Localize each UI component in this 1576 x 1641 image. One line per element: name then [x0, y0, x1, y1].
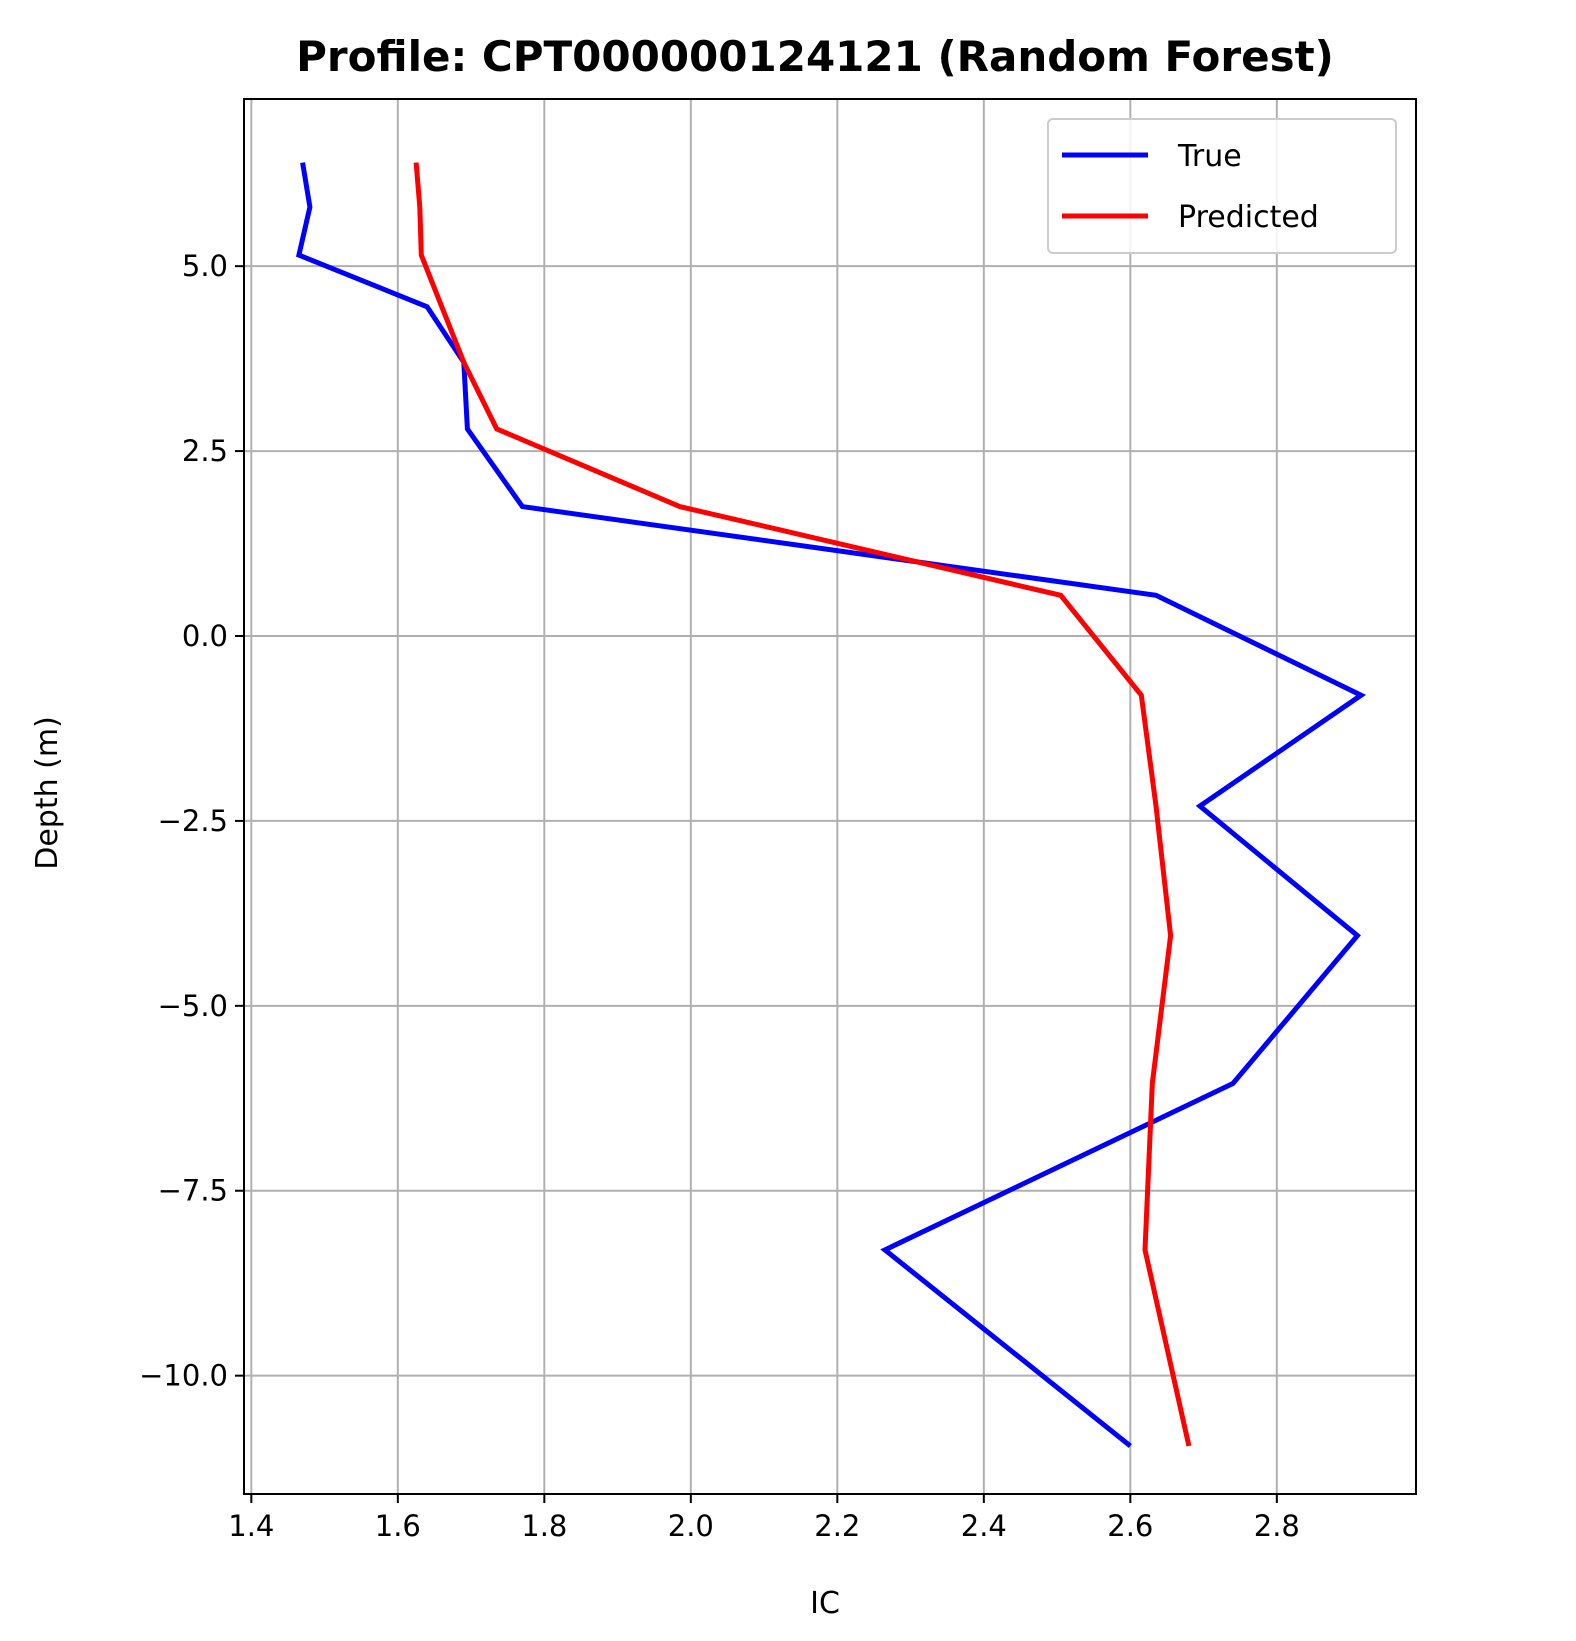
y-tick-label: −2.5	[158, 804, 228, 838]
plot-area: 1.4 1.6 1.8 2.0 2.2 2.4 2.6 2.8 5.0 2.5 0.0 −2.5 −5.…	[139, 98, 1417, 1543]
x-tick-label: 2.0	[668, 1509, 714, 1543]
axes-frame	[243, 98, 1417, 1495]
x-tick-label: 2.6	[1107, 1509, 1153, 1543]
x-tick-label: 1.4	[228, 1509, 274, 1543]
x-tick-label: 2.8	[1254, 1509, 1300, 1543]
series-line-predicted	[413, 162, 1192, 1447]
y-tick-label: −5.0	[158, 989, 228, 1023]
legend-label-true: True	[1177, 139, 1242, 174]
x-axis-label: IC	[810, 1586, 840, 1621]
x-tick-label: 1.8	[521, 1509, 567, 1543]
legend-label-predicted: Predicted	[1178, 200, 1319, 235]
y-tick-label: 0.0	[182, 619, 228, 653]
y-tick-label: −10.0	[139, 1359, 228, 1393]
y-axis-label: Depth (m)	[30, 716, 65, 870]
series-line-true	[295, 162, 1367, 1448]
x-tick-label: 1.6	[375, 1509, 421, 1543]
x-tick-label: 2.4	[961, 1509, 1007, 1543]
y-tick-label: 5.0	[182, 249, 228, 283]
chart-title: Profile: CPT000000124121 (Random Forest)	[296, 32, 1334, 81]
y-tick-label: −7.5	[158, 1174, 228, 1208]
y-tick-label: 2.5	[182, 434, 228, 468]
x-tick-label: 2.2	[814, 1509, 860, 1543]
